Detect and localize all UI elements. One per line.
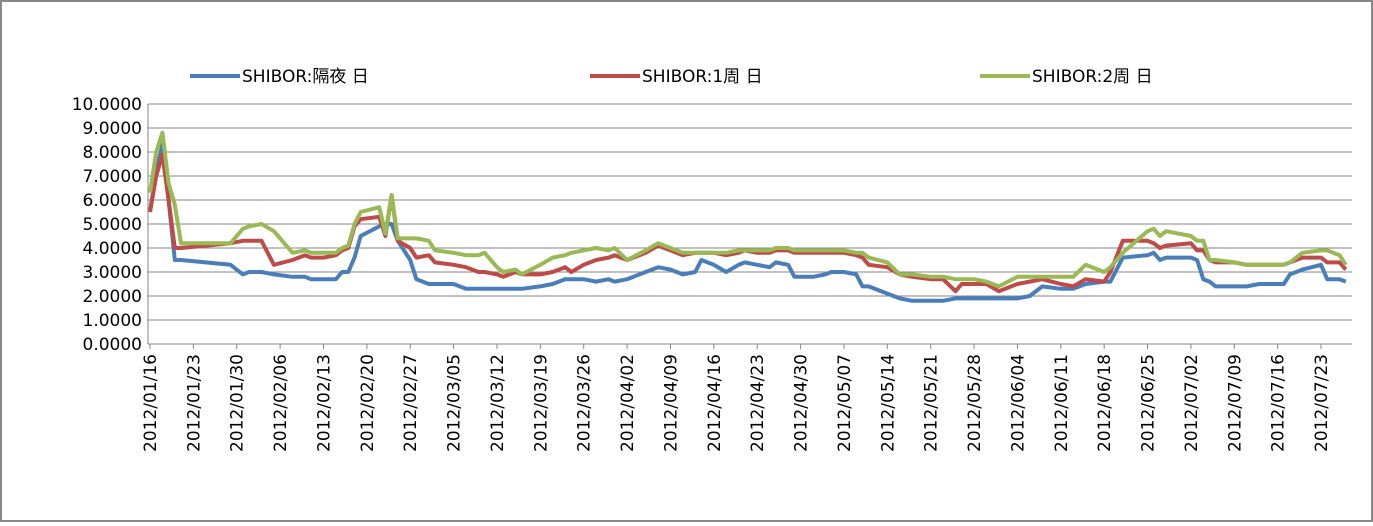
x-tick-label: 2012/02/20 bbox=[358, 354, 378, 452]
x-tick-label: 2012/02/13 bbox=[314, 354, 334, 452]
x-tick-label: 2012/07/23 bbox=[1312, 354, 1332, 452]
x-tick-label: 2012/07/02 bbox=[1182, 354, 1202, 452]
x-tick-label: 2012/04/23 bbox=[748, 354, 768, 452]
y-tick-label: 4.0000 bbox=[83, 239, 142, 259]
x-tick-label: 2012/05/21 bbox=[922, 354, 942, 452]
x-tick-label: 2012/06/11 bbox=[1052, 354, 1072, 452]
legend-label: SHIBOR:1周 日 bbox=[642, 67, 763, 87]
x-tick-label: 2012/05/07 bbox=[835, 354, 855, 452]
legend-label: SHIBOR:隔夜 日 bbox=[242, 67, 369, 87]
y-tick-label: 3.0000 bbox=[83, 263, 142, 283]
x-tick-label: 2012/02/27 bbox=[401, 354, 421, 452]
x-tick-label: 2012/02/06 bbox=[271, 354, 291, 452]
x-tick-label: 2012/01/23 bbox=[184, 354, 204, 452]
x-tick-label: 2012/03/19 bbox=[531, 354, 551, 452]
x-tick-label: 2012/04/30 bbox=[792, 354, 812, 452]
x-tick-label: 2012/01/30 bbox=[228, 354, 248, 452]
legend-label: SHIBOR:2周 日 bbox=[1032, 67, 1153, 87]
y-tick-label: 2.0000 bbox=[83, 287, 142, 307]
y-tick-label: 1.0000 bbox=[83, 311, 142, 331]
x-tick-label: 2012/06/04 bbox=[1008, 354, 1028, 452]
y-tick-label: 8.0000 bbox=[83, 143, 142, 163]
y-tick-label: 9.0000 bbox=[83, 119, 142, 139]
x-tick-label: 2012/03/05 bbox=[445, 354, 465, 452]
y-tick-label: 6.0000 bbox=[83, 191, 142, 211]
x-tick-label: 2012/06/25 bbox=[1139, 354, 1159, 452]
x-tick-label: 2012/05/14 bbox=[878, 354, 898, 452]
x-tick-label: 2012/07/16 bbox=[1269, 354, 1289, 452]
x-tick-label: 2012/01/16 bbox=[141, 354, 161, 452]
x-tick-label: 2012/03/26 bbox=[575, 354, 595, 452]
x-tick-label: 2012/04/09 bbox=[661, 354, 681, 452]
series-line bbox=[148, 142, 1347, 303]
x-tick-label: 2012/07/09 bbox=[1225, 354, 1245, 452]
y-tick-label: 0.0000 bbox=[83, 335, 142, 355]
y-tick-label: 5.0000 bbox=[83, 215, 142, 235]
y-tick-label: 10.0000 bbox=[72, 95, 142, 115]
y-tick-label: 7.0000 bbox=[83, 167, 142, 187]
x-tick-label: 2012/05/28 bbox=[965, 354, 985, 452]
series-line bbox=[148, 130, 1348, 289]
x-tick-label: 2012/03/12 bbox=[488, 354, 508, 452]
x-tick-label: 2012/06/18 bbox=[1095, 354, 1115, 452]
x-tick-label: 2012/04/16 bbox=[705, 354, 725, 452]
x-tick-label: 2012/04/02 bbox=[618, 354, 638, 452]
